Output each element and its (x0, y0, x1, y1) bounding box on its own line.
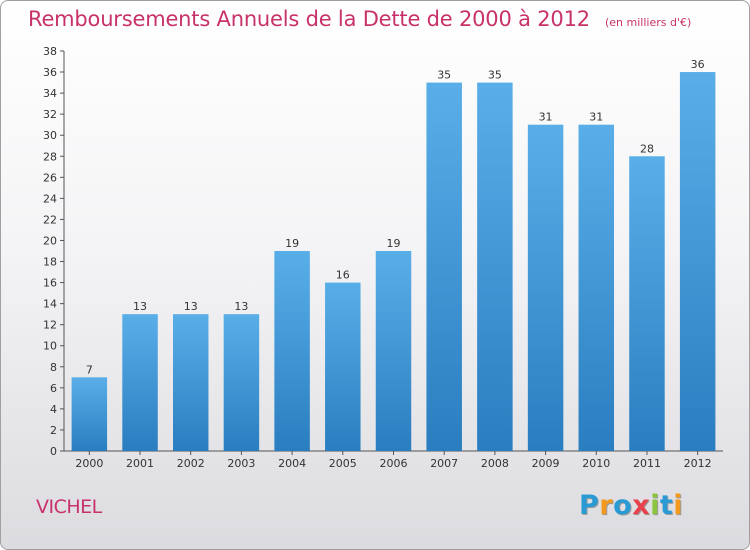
y-tick-label: 38 (43, 45, 57, 58)
x-tick-label: 2008 (481, 457, 509, 470)
y-tick-label: 26 (43, 171, 57, 184)
chart-subtitle: (en milliers d'€) (605, 16, 692, 29)
x-axis: 2000 2001 2002 2003 2004 2005 2006 2007 2008 2009… (64, 450, 723, 470)
logo-letter: i (650, 490, 660, 521)
chart-title: Remboursements Annuels de la Dette de 20… (28, 7, 590, 31)
y-tick-label: 2 (50, 424, 57, 437)
bar-2012 (679, 72, 716, 451)
y-tick-label: 18 (43, 256, 57, 269)
data-label-2003: 13 (234, 300, 248, 313)
logo-letter: P (579, 490, 600, 521)
data-label-2012: 36 (691, 58, 705, 71)
y-tick-label: 36 (43, 66, 57, 79)
bar-2004 (274, 251, 310, 451)
y-tick-label: 14 (43, 298, 57, 311)
data-label-2007: 35 (437, 69, 451, 82)
bars: 7 13 13 13 19 16 19 35 35 31 31 28 36 (71, 58, 716, 452)
bar-2008 (477, 82, 513, 451)
x-tick-label: 2012 (684, 457, 712, 470)
x-tick-label: 2002 (177, 457, 205, 470)
data-label-2004: 19 (285, 237, 299, 250)
chart-header: Remboursements Annuels de la Dette de 20… (28, 7, 691, 31)
x-tick-label: 2004 (278, 457, 306, 470)
logo-letter: o (613, 490, 633, 521)
bar-2006 (375, 251, 412, 451)
data-label-2005: 16 (336, 269, 350, 282)
y-tick-label: 0 (50, 445, 57, 458)
y-tick-label: 16 (43, 277, 57, 290)
y-tick-label: 28 (43, 150, 57, 163)
y-tick-label: 8 (50, 361, 57, 374)
bar-2011 (629, 156, 665, 451)
city-name: VICHEL (36, 496, 102, 518)
bar-2003 (223, 314, 260, 451)
y-tick-label: 10 (43, 340, 57, 353)
bar-2005 (325, 282, 361, 451)
data-label-2000: 7 (86, 363, 93, 376)
bar-2007 (426, 82, 462, 451)
logo-letter: i (673, 490, 684, 521)
proxiti-logo: Proxiti (579, 490, 683, 521)
bar-2009 (527, 124, 564, 452)
x-tick-label: 2007 (430, 457, 458, 470)
bar-2002 (172, 314, 209, 451)
y-tick-label: 4 (50, 403, 57, 416)
data-label-2006: 19 (387, 237, 401, 250)
y-tick-label: 6 (50, 382, 57, 395)
x-tick-label: 2005 (329, 457, 357, 470)
x-tick-label: 2006 (380, 457, 408, 470)
x-tick-label: 2000 (75, 457, 103, 470)
logo-letter: t (659, 490, 674, 521)
bar-2001 (122, 314, 158, 451)
data-label-2008: 35 (488, 69, 502, 82)
data-label-2001: 13 (133, 300, 147, 313)
y-tick-label: 34 (43, 87, 57, 100)
data-label-2002: 13 (184, 300, 198, 313)
y-tick-label: 12 (43, 319, 57, 332)
y-tick-label: 32 (43, 108, 57, 121)
x-tick-label: 2010 (582, 457, 610, 470)
x-tick-label: 2009 (532, 457, 560, 470)
x-tick-label: 2001 (126, 457, 154, 470)
data-label-2010: 31 (589, 111, 603, 124)
y-tick-label: 24 (43, 192, 57, 205)
bar-2010 (578, 124, 615, 452)
logo-letter: x (632, 490, 651, 521)
logo-letter: r (599, 490, 614, 521)
y-tick-label: 20 (43, 234, 57, 247)
x-tick-label: 2011 (633, 457, 661, 470)
data-label-2011: 28 (640, 142, 654, 155)
x-tick-label: 2003 (227, 457, 255, 470)
bar-2000 (71, 377, 108, 451)
data-label-2009: 31 (539, 111, 553, 124)
y-tick-label: 22 (43, 213, 57, 226)
y-tick-label: 30 (43, 129, 57, 142)
